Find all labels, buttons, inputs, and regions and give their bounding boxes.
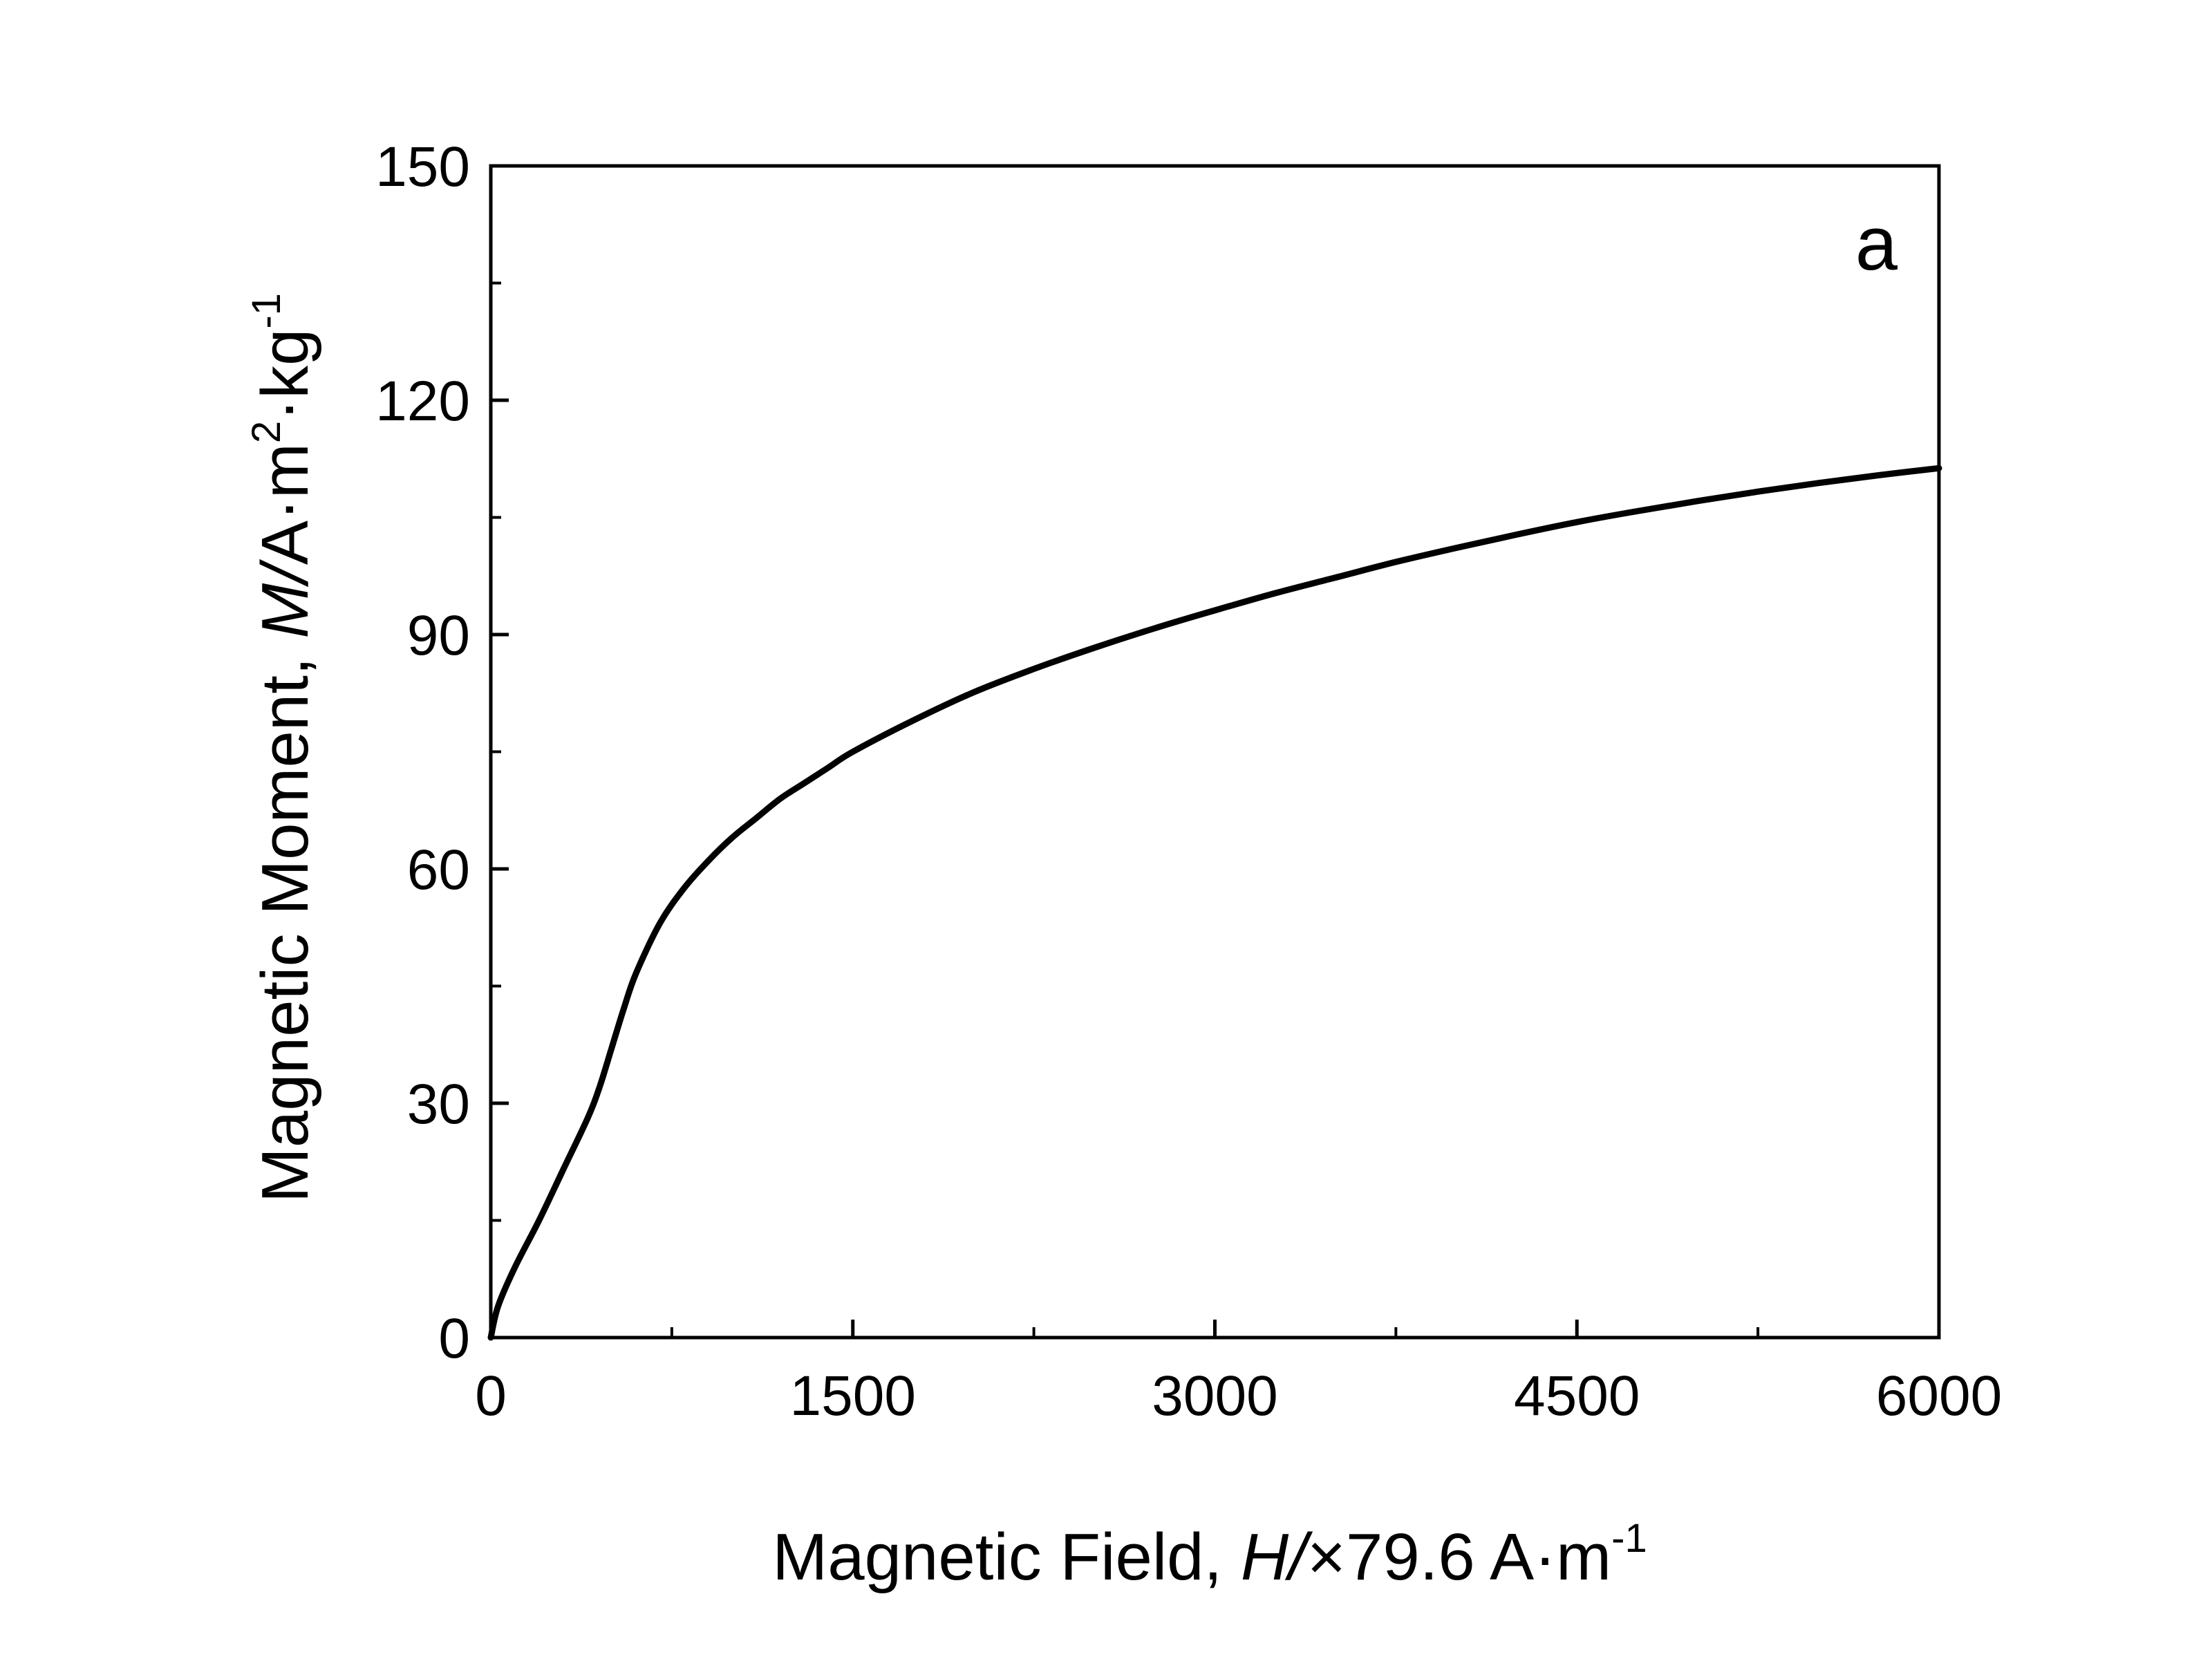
y-axis-symbol: M (248, 583, 322, 639)
y-tick-label: 150 (375, 135, 470, 198)
x-tick-label: 0 (475, 1365, 507, 1427)
x-axis-title-prefix: Magnetic Field, (772, 1520, 1241, 1594)
ticks-group (489, 164, 1941, 1340)
y-axis-unit: A·m (248, 443, 322, 565)
y-axis-unit-middle: ·kg (248, 329, 322, 421)
x-axis-unit: ×79.6 A·m (1307, 1520, 1611, 1594)
magnetization-curve (487, 465, 1942, 1341)
y-axis-unit-superscript-2: -1 (244, 293, 289, 329)
y-tick-label: 0 (438, 1307, 470, 1370)
plot-frame (489, 164, 1941, 1340)
y-axis-unit-superscript-1: 2 (244, 421, 289, 443)
y-tick-label: 30 (407, 1073, 470, 1136)
x-tick-label: 4500 (1514, 1365, 1640, 1427)
y-axis-title-prefix: Magnetic Moment, (248, 639, 322, 1203)
x-axis-unit-superscript: -1 (1611, 1516, 1647, 1561)
x-axis-title: Magnetic Field, H/×79.6 A·m-1 (772, 1516, 1647, 1594)
panel-label: a (1855, 201, 1898, 286)
series-group (487, 465, 1942, 1341)
y-tick-label: 90 (407, 604, 470, 667)
plot-frame-group (489, 164, 1941, 1340)
y-tick-label: 60 (407, 838, 470, 901)
tick-labels-group: 0 1500 3000 4500 6000 0 30 60 90 120 150 (375, 135, 2002, 1427)
x-tick-label: 1500 (790, 1365, 916, 1427)
y-axis-title: Magnetic Moment, M/A·m2·kg-1 (244, 293, 322, 1203)
x-tick-label: 6000 (1876, 1365, 2002, 1427)
y-axis-title-group: Magnetic Moment, M/A·m2·kg-1 (244, 293, 322, 1203)
y-tick-label: 120 (375, 370, 470, 433)
x-tick-label: 3000 (1152, 1365, 1277, 1427)
x-axis-symbol: H (1241, 1520, 1289, 1594)
